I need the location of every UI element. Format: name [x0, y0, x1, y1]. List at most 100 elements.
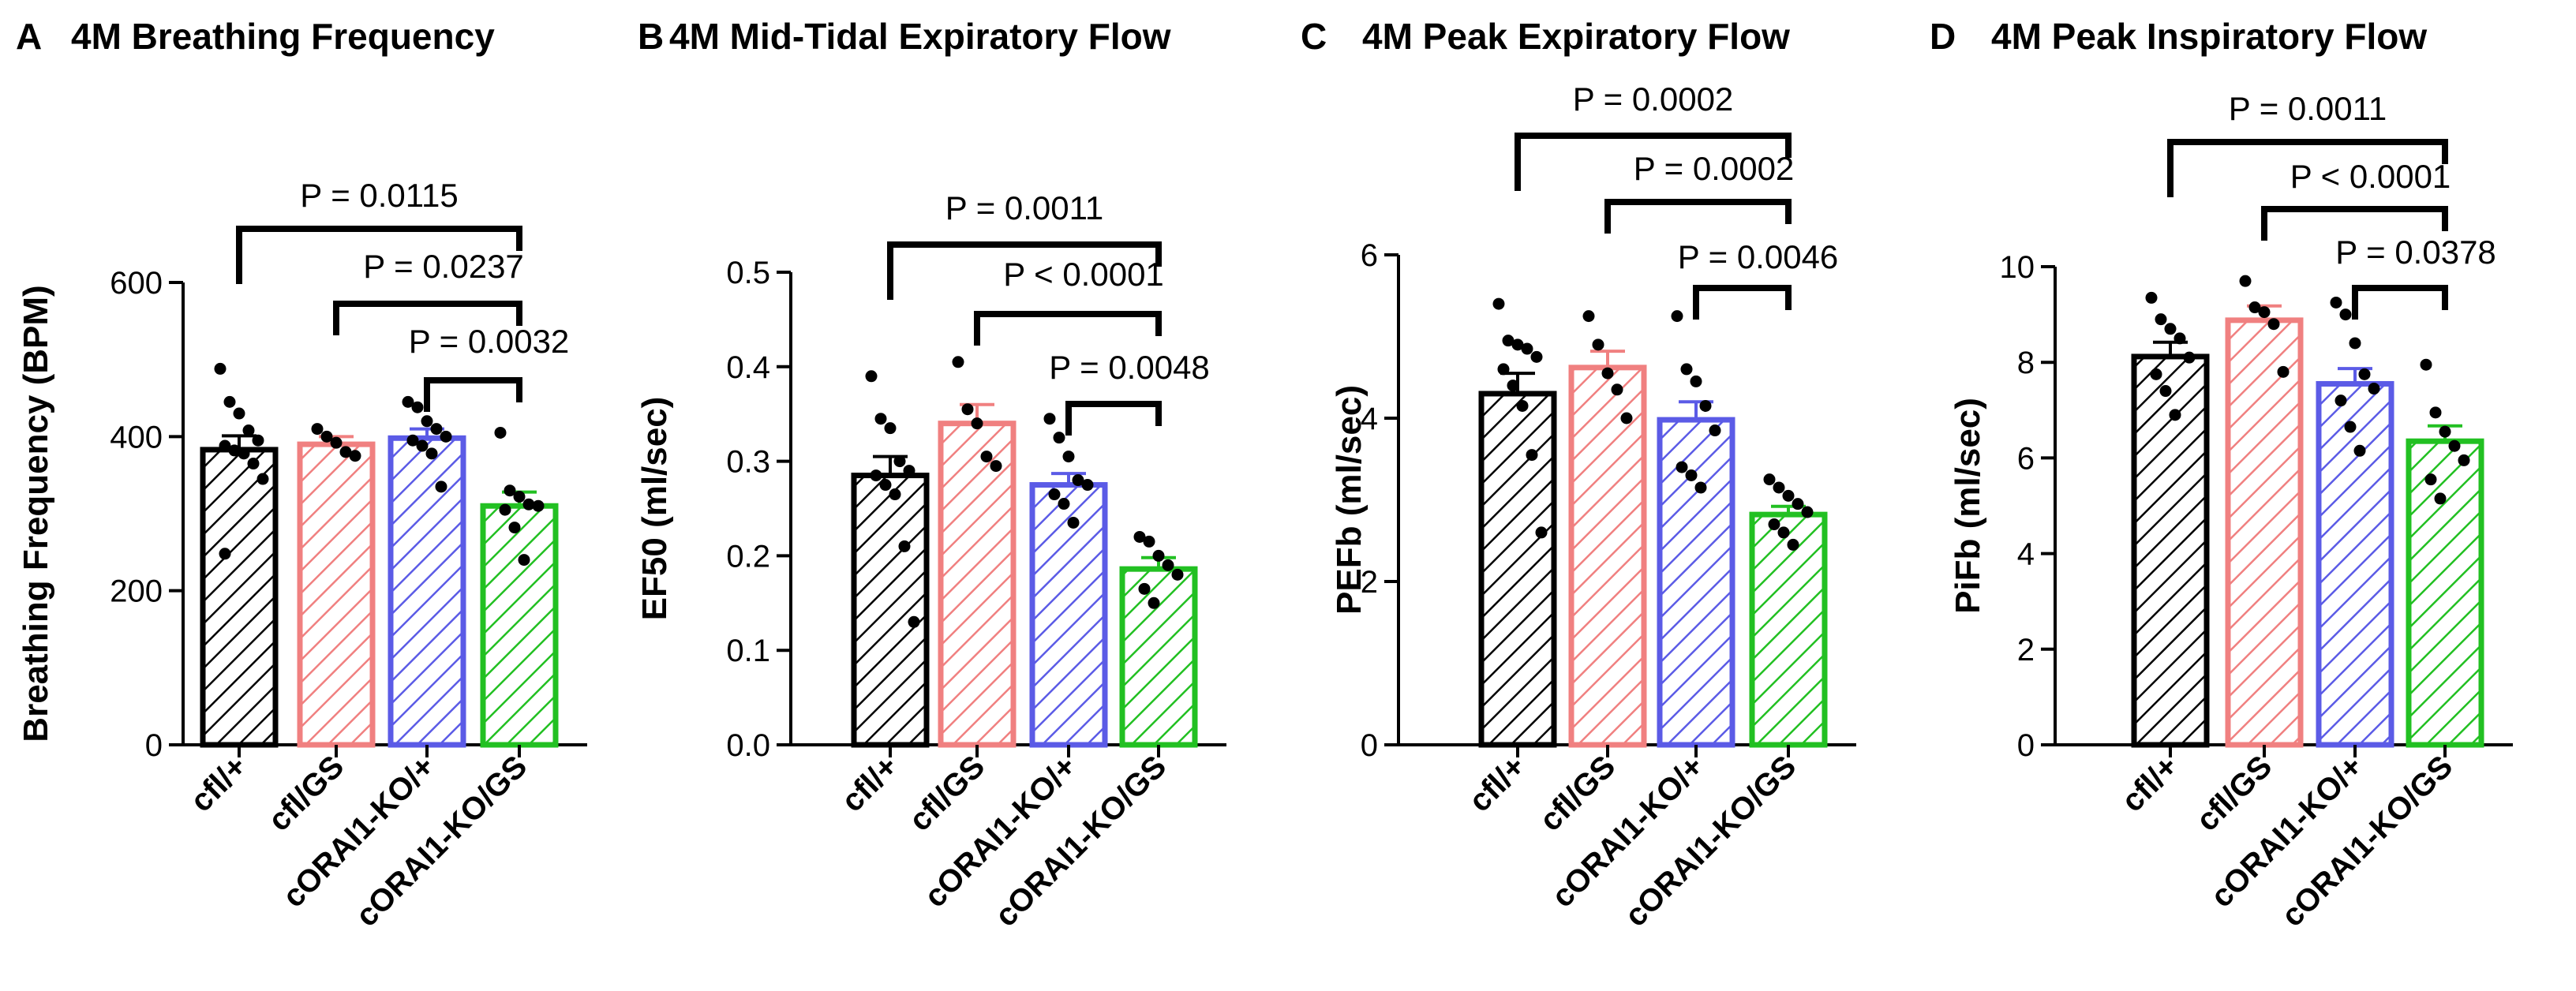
data-point [1171, 568, 1184, 581]
panel-title: 4M Peak Inspiratory Flow [1991, 16, 2427, 57]
y-tick-label: 6 [2017, 441, 2035, 476]
data-point [2334, 395, 2347, 407]
bar-4 [1119, 566, 1198, 748]
data-point [416, 439, 429, 452]
data-point [980, 451, 993, 463]
bar-2 [938, 421, 1017, 748]
data-point [1773, 481, 1785, 494]
y-tick-label: 0 [145, 728, 163, 763]
data-point [2353, 444, 2366, 457]
data-point [870, 469, 882, 482]
data-point [2339, 309, 2352, 321]
data-point [1699, 399, 1712, 412]
data-point [256, 473, 269, 485]
data-point [2344, 421, 2357, 433]
y-tick-label: 0.0 [726, 728, 770, 763]
data-point [339, 446, 352, 458]
x-tick-label: cfl/+ [184, 749, 253, 818]
y-axis-label: Breathing Frequency (BPM) [17, 285, 55, 742]
bar-3 [2316, 380, 2394, 748]
p-value-label: P = 0.0002 [1634, 150, 1795, 187]
data-point [402, 395, 414, 408]
data-point [879, 479, 892, 492]
data-point [1620, 412, 1633, 424]
data-point [425, 447, 438, 460]
data-point [349, 450, 361, 462]
data-point [2183, 351, 2196, 364]
data-point [1516, 399, 1529, 412]
p-value-label: P < 0.0001 [1003, 256, 1164, 293]
bar-2 [1568, 365, 1647, 748]
y-axis-label: PEFb (ml/sec) [1330, 385, 1368, 615]
data-point [1507, 380, 1519, 392]
data-point [219, 439, 231, 452]
data-point [1680, 363, 1693, 376]
p-value-label: P = 0.0002 [1573, 80, 1734, 118]
bar-3 [1029, 482, 1108, 748]
data-point [889, 488, 901, 501]
data-point [1162, 559, 1174, 571]
data-point [2174, 332, 2186, 345]
data-point [2330, 296, 2342, 309]
p-value-label: P = 0.0378 [2335, 234, 2496, 271]
bar-2 [2225, 317, 2304, 748]
data-point [865, 370, 878, 383]
y-tick-label: 0.5 [726, 256, 770, 290]
x-tick-label: cfl/+ [835, 749, 904, 818]
data-point [874, 413, 887, 425]
bar-2 [297, 441, 376, 748]
bar-1 [200, 447, 279, 748]
data-point [1763, 473, 1776, 486]
panel-a: A 4M Breathing Frequency 0 200 400 600 Breathi… [16, 16, 587, 933]
p-value-label: P = 0.0237 [363, 248, 524, 285]
data-point [1043, 413, 1056, 425]
data-point [247, 458, 260, 470]
data-point [214, 362, 227, 375]
data-point [411, 401, 424, 413]
p-value-label: P = 0.0046 [1678, 238, 1839, 275]
panel-letter: B [638, 16, 664, 57]
data-point [1535, 526, 1548, 539]
bar-4 [480, 503, 559, 748]
p-value-label: P = 0.0032 [409, 323, 570, 360]
significance-bracket [1693, 285, 1792, 320]
data-point [238, 447, 250, 460]
data-point [2258, 306, 2271, 319]
data-point [1058, 498, 1070, 510]
y-tick-label: 8 [2017, 346, 2035, 380]
significance-bracket [2261, 206, 2448, 241]
data-point [252, 434, 264, 447]
data-point [233, 407, 245, 420]
significance-bracket [333, 301, 522, 335]
p-value-label: P = 0.0115 [300, 177, 458, 214]
data-point [2434, 492, 2447, 505]
data-point [2150, 368, 2162, 380]
data-point [2145, 291, 2158, 304]
data-point [406, 434, 419, 447]
data-point [893, 455, 906, 468]
y-tick-label: 0.1 [726, 634, 770, 668]
significance-bracket [974, 311, 1162, 346]
p-value-label: P = 0.0048 [1049, 349, 1210, 386]
data-point [311, 423, 324, 436]
data-point [1592, 338, 1604, 351]
data-point [1801, 506, 1814, 518]
data-point [242, 424, 255, 437]
bar-4 [1749, 511, 1828, 748]
data-point [1530, 350, 1543, 363]
data-point [1792, 498, 1804, 510]
data-point [2267, 318, 2280, 331]
data-point [330, 436, 343, 449]
data-point [1133, 530, 1146, 543]
data-point [1777, 526, 1790, 539]
y-tick-label: 4 [2017, 537, 2035, 572]
data-point [440, 430, 452, 443]
p-value-label: P = 0.0011 [945, 189, 1103, 226]
y-axis-label: EF50 (ml/sec) [635, 397, 674, 621]
data-point [513, 491, 526, 503]
data-point [1601, 367, 1614, 380]
y-tick-label: 0 [2017, 728, 2035, 763]
data-point [2424, 473, 2437, 486]
x-tick-label: cfl/GS [1533, 749, 1623, 838]
